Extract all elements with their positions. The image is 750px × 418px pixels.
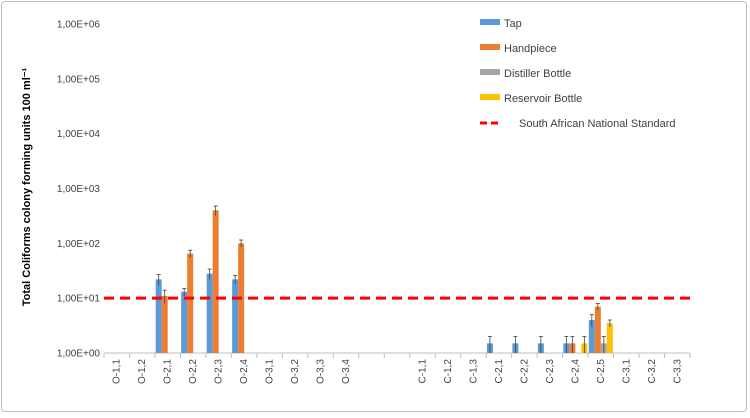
x-tick-label: C-1,2 [443, 359, 454, 384]
y-tick-label: 1,00E+02 [57, 239, 101, 250]
y-tick-label: 1,00E+03 [57, 184, 101, 195]
legend-label: South African National Standard [519, 118, 676, 130]
legend-swatch [480, 94, 500, 100]
x-tick-label: O-2,3 [214, 359, 225, 384]
x-tick-label: C-2,4 [570, 359, 581, 384]
legend-label: Tap [504, 18, 522, 30]
legend-swatch [480, 69, 500, 75]
legend-label: Distiller Bottle [504, 68, 571, 80]
x-tick-label: O-2,2 [188, 359, 199, 384]
bar-handpiece [187, 253, 194, 353]
plot-area: 1,00E+00 1,00E+01 1,00E+02 1,00E+03 1,00E+04… [57, 20, 691, 384]
bar-tap [206, 273, 213, 353]
y-tick-label: 1,00E+00 [57, 349, 101, 360]
bar-tap [588, 319, 595, 353]
x-tick-label: C-3,1 [621, 359, 632, 384]
bar-handpiece [161, 295, 168, 353]
chart-frame: Total Coliforms colony forming units 100… [1, 1, 747, 412]
legend-label: Reservoir Bottle [504, 93, 582, 105]
legend-swatch [480, 44, 500, 50]
x-tick-label: C-2,5 [596, 359, 607, 384]
legend-label: Handpiece [504, 43, 557, 55]
x-tick-label: C-3,2 [647, 359, 658, 384]
bar-tap [232, 279, 239, 353]
bar-handpiece [212, 210, 219, 353]
bar-tap [181, 291, 188, 353]
x-tick-label: C-3,3 [672, 359, 683, 384]
x-tick-label: O-1,1 [112, 359, 123, 384]
x-tick-label: C-1,1 [417, 359, 428, 384]
bar-tap [155, 279, 162, 353]
bar-reservoir-bottle [606, 323, 613, 353]
x-tick-label: C-2,3 [545, 359, 556, 384]
y-tick-label: 1,00E+05 [57, 74, 101, 85]
legend: Tap Handpiece Distiller Bottle Reservoir Bo… [480, 18, 676, 130]
y-tick-label: 1,00E+01 [57, 294, 101, 305]
y-tick-label: 1,00E+04 [57, 129, 101, 140]
x-tick-label: O-3,2 [290, 359, 301, 384]
x-tick-label: C-2,1 [494, 359, 505, 384]
x-tick-label: C-2,2 [519, 359, 530, 384]
x-tick-label: O-1,2 [137, 359, 148, 384]
bar-handpiece [594, 306, 601, 353]
x-tick-label: O-3,4 [341, 359, 352, 384]
x-tick-label: C-1,3 [468, 359, 479, 384]
x-tick-label: O-2,1 [163, 359, 174, 384]
x-tick-label: O-3,3 [316, 359, 327, 384]
y-axis-label: Total Coliforms colony forming units 100… [21, 67, 33, 306]
x-tick-label: O-2,4 [239, 359, 250, 384]
coliform-chart: Total Coliforms colony forming units 100… [21, 18, 691, 384]
legend-swatch [480, 19, 500, 25]
x-tick-label: O-3,1 [265, 359, 276, 384]
y-tick-label: 1,00E+06 [57, 20, 101, 31]
